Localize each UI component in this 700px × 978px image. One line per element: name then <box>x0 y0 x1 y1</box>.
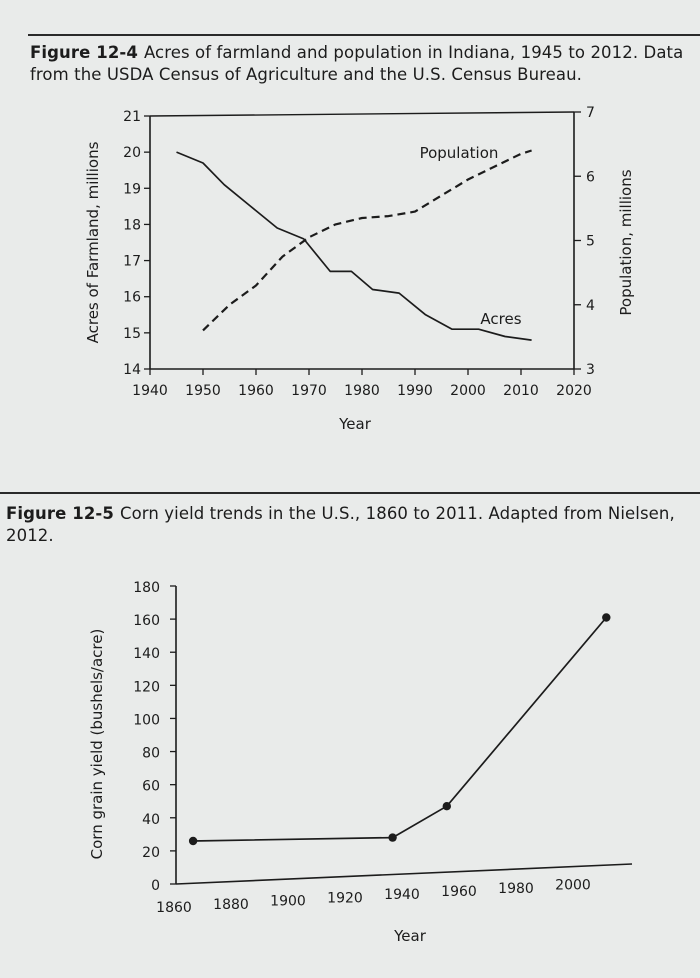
right-y-tick-label-6: 6 <box>586 169 595 185</box>
y-tick-label-80: 80 <box>142 746 160 762</box>
left-y-tick-label-21: 21 <box>123 109 141 125</box>
x-tick-label-1940: 1940 <box>132 383 168 399</box>
right-y-tick-label-3: 3 <box>586 362 595 378</box>
figure-12-4-number: Figure 12-4 <box>30 43 138 62</box>
x-tick-label-1900: 1900 <box>270 894 306 910</box>
series-line-population <box>202 149 532 332</box>
series-line-corn-yield <box>193 616 607 842</box>
x-tick-label-1960: 1960 <box>238 383 274 399</box>
x-tick-label-1860: 1860 <box>156 900 192 916</box>
data-point-2011 <box>602 613 611 622</box>
figure-12-5-number: Figure 12-5 <box>6 504 114 523</box>
data-point-1866 <box>188 836 198 846</box>
x-axis-line <box>175 863 633 885</box>
y-tick-label-120: 120 <box>133 679 160 695</box>
y-tick-label-140: 140 <box>133 646 160 662</box>
x-axis-title: Year <box>393 927 427 945</box>
x-tick-label-2000: 2000 <box>450 383 486 399</box>
data-point-1955 <box>442 802 451 811</box>
left-y-tick-label-18: 18 <box>123 217 141 233</box>
figure-top-rule <box>28 34 700 36</box>
x-axis-title: Year <box>338 415 372 433</box>
right-y-tick-label-5: 5 <box>586 234 595 250</box>
y-tick-label-160: 160 <box>133 613 160 629</box>
right-y-axis-title: Population, millions <box>617 169 635 315</box>
x-tick-label-1980: 1980 <box>498 881 534 897</box>
top-frame-line <box>149 111 575 117</box>
left-y-axis-title: Acres of Farmland, millions <box>84 141 102 343</box>
figure-12-5-caption-text: Corn yield trends in the U.S., 1860 to 2… <box>6 504 675 545</box>
x-tick-label-1970: 1970 <box>291 383 327 399</box>
x-tick-label-1950: 1950 <box>185 383 221 399</box>
right-y-tick-label-4: 4 <box>586 298 595 314</box>
x-tick-label-2010: 2010 <box>503 383 539 399</box>
x-tick-label-1880: 1880 <box>213 897 249 913</box>
y-tick-label-40: 40 <box>142 812 160 828</box>
y-tick-label-0: 0 <box>151 878 160 894</box>
figure-divider-rule <box>0 492 700 494</box>
y-axis-title: Corn grain yield (bushels/acre) <box>88 629 106 860</box>
y-tick-label-180: 180 <box>133 580 160 596</box>
y-tick-label-100: 100 <box>133 712 160 728</box>
y-tick-label-20: 20 <box>142 845 160 861</box>
figure-12-4-caption-text: Acres of farmland and population in Indi… <box>30 43 684 84</box>
figure-12-5-caption: Figure 12-5 Corn yield trends in the U.S.… <box>6 503 696 547</box>
series-line-acres <box>176 151 532 341</box>
series-label-acres: Acres <box>480 310 521 328</box>
x-tick-label-1920: 1920 <box>327 890 363 906</box>
x-tick-label-1990: 1990 <box>397 383 433 399</box>
x-tick-label-2000: 2000 <box>555 878 591 894</box>
data-point-1936 <box>388 833 397 842</box>
right-y-tick-label-7: 7 <box>586 105 595 121</box>
left-y-tick-label-14: 14 <box>123 362 141 378</box>
figure-12-4-caption: Figure 12-4 Acres of farmland and populat… <box>30 42 698 86</box>
left-y-tick-label-15: 15 <box>123 326 141 342</box>
left-y-tick-label-19: 19 <box>123 181 141 197</box>
y-tick-label-60: 60 <box>142 779 160 795</box>
left-y-tick-label-17: 17 <box>123 254 141 270</box>
left-y-tick-label-20: 20 <box>123 145 141 161</box>
x-tick-label-1960: 1960 <box>441 884 477 900</box>
x-tick-label-1980: 1980 <box>344 383 380 399</box>
left-y-tick-label-16: 16 <box>123 290 141 306</box>
series-label-population: Population <box>420 144 499 162</box>
x-tick-label-1940: 1940 <box>384 887 420 903</box>
x-tick-label-2020: 2020 <box>556 383 592 399</box>
